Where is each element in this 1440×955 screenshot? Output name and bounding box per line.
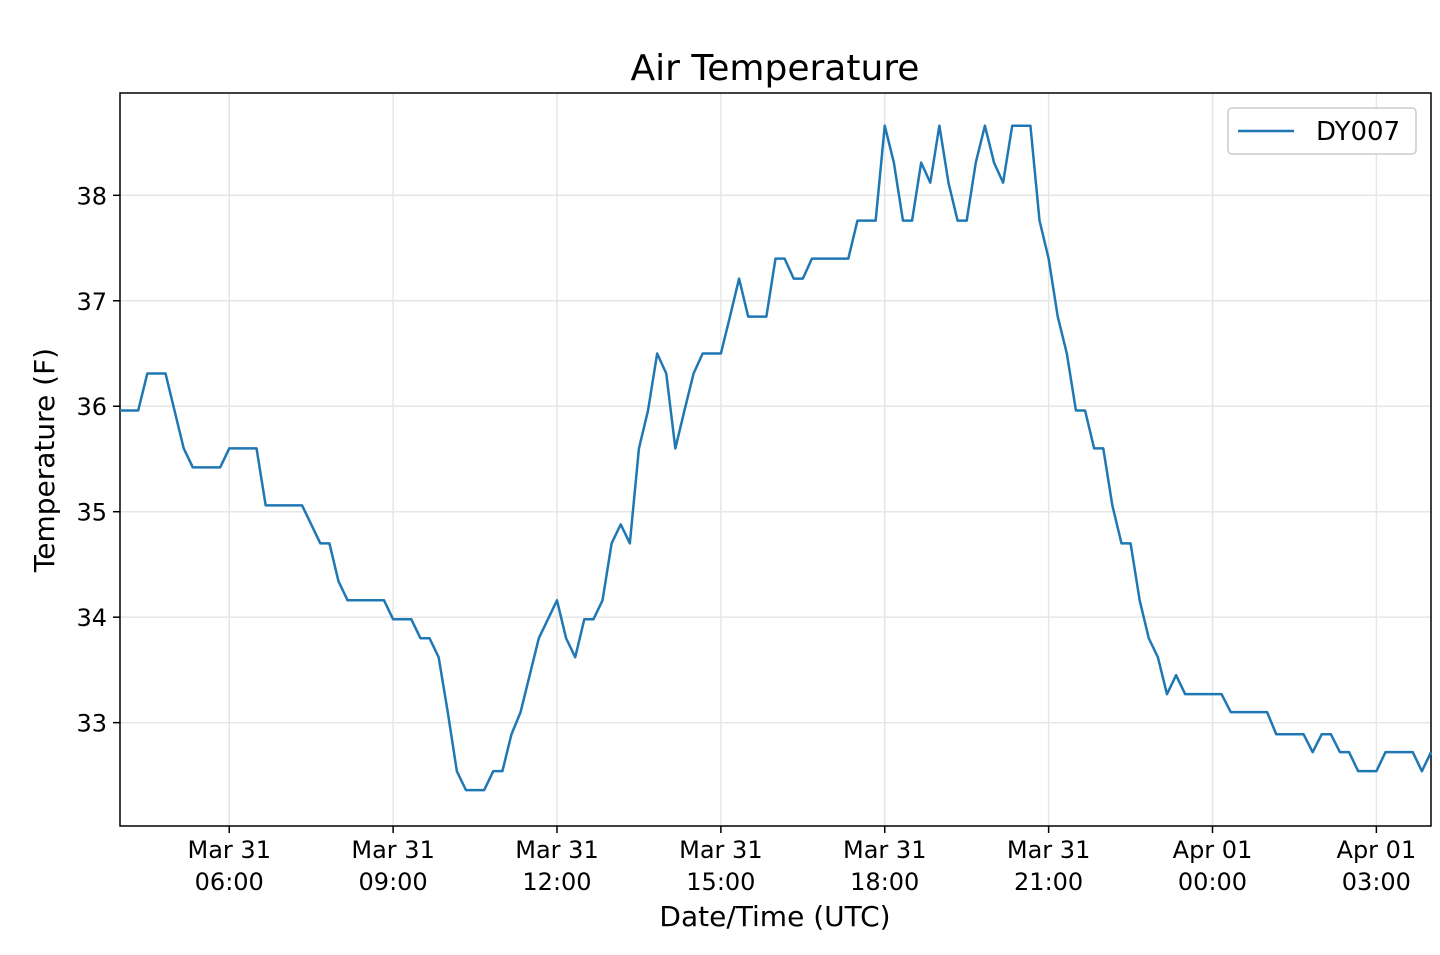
x-tick-label-line: Mar 31 [515, 836, 598, 864]
x-tick-label: Mar 31 12:00 [515, 836, 598, 896]
x-tick-label: Mar 31 09:00 [351, 836, 434, 896]
x-tick-label-line: 15:00 [686, 868, 755, 896]
x-tick-label-line: 06:00 [195, 868, 264, 896]
y-tick-label: 35 [76, 499, 107, 527]
chart-title: Air Temperature [631, 48, 920, 89]
x-tick-label: Mar 31 06:00 [188, 836, 271, 896]
x-tick-label: Mar 31 18:00 [843, 836, 926, 896]
x-tick-label-line: 21:00 [1014, 868, 1083, 896]
legend-label: DY007 [1316, 117, 1400, 147]
x-tick-label-line: Mar 31 [1007, 836, 1090, 864]
x-tick-label-line: Apr 01 [1173, 836, 1253, 864]
x-tick-label-line: Mar 31 [679, 836, 762, 864]
x-tick-label-line: 09:00 [359, 868, 428, 896]
x-tick-label-line: 18:00 [850, 868, 919, 896]
x-axis-label: Date/Time (UTC) [659, 900, 890, 933]
x-tick-label-line: Mar 31 [843, 836, 926, 864]
x-tick-label: Apr 01 00:00 [1173, 836, 1253, 896]
y-tick-label: 38 [76, 182, 107, 210]
y-axis-label: Temperature (F) [28, 348, 61, 573]
x-tick-label-line: Apr 01 [1337, 836, 1417, 864]
x-tick-label-line: Mar 31 [351, 836, 434, 864]
y-tick-label: 37 [76, 288, 107, 316]
x-tick-label: Mar 31 15:00 [679, 836, 762, 896]
x-tick-label-line: 00:00 [1178, 868, 1247, 896]
y-tick-label: 33 [76, 710, 107, 738]
data-line [120, 124, 1433, 792]
y-tick-label: 36 [76, 393, 107, 421]
x-tick-label-line: 03:00 [1342, 868, 1411, 896]
y-tick-label: 34 [76, 604, 107, 632]
legend-box [1227, 107, 1417, 155]
x-tick-label-line: 12:00 [522, 868, 591, 896]
x-tick-label: Mar 31 21:00 [1007, 836, 1090, 896]
plot-frame [119, 92, 1432, 827]
x-tick-label-line: Mar 31 [188, 836, 271, 864]
x-tick-label: Apr 01 03:00 [1337, 836, 1417, 896]
